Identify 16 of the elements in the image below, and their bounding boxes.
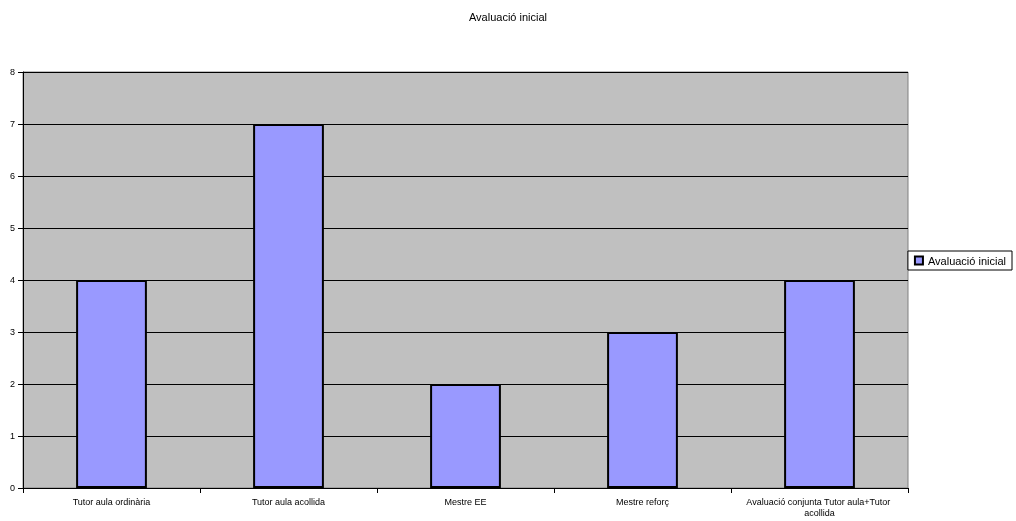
y-tick-label: 5: [9, 223, 15, 233]
x-tick-label: Tutor aula ordinària: [72, 496, 151, 507]
y-tick-label: 7: [9, 119, 15, 129]
x-tick-label: Mestre reforç: [615, 496, 670, 507]
x-tick-label: Mestre EE: [444, 496, 487, 507]
y-tick-label: 1: [9, 431, 15, 441]
y-tick-label: 2: [9, 379, 15, 389]
y-tick-label: 8: [9, 67, 15, 77]
x-tick-label: Tutor aula acollida: [251, 496, 326, 507]
y-tick-label: 4: [9, 275, 15, 285]
y-tick-label: 3: [9, 327, 15, 337]
legend-label: Avaluació inicial: [927, 254, 1007, 267]
y-tick-label: 0: [9, 483, 15, 493]
x-tick-label: Avaluació conjunta Tutor aula+Tutor acollida: [746, 496, 893, 518]
chart-title: Avaluació inicial: [468, 10, 548, 23]
y-tick-label: 6: [9, 171, 15, 181]
